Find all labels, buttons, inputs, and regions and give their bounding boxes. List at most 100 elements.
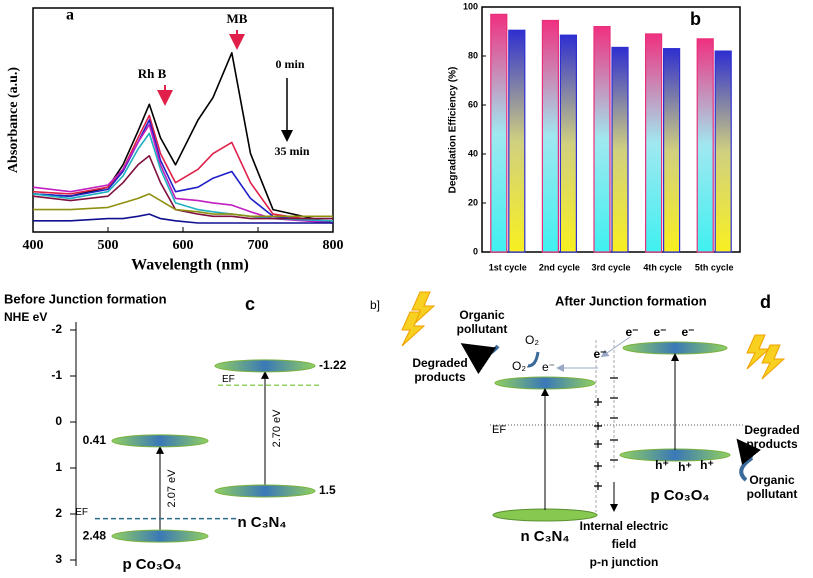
hole: h⁺	[678, 460, 692, 474]
electron: e⁻	[681, 325, 694, 339]
material-name: n C₃N₄	[237, 514, 286, 531]
label: p-n junction	[590, 555, 659, 569]
y-tick-label: 60	[468, 99, 478, 109]
y-tick-label: 20	[468, 197, 478, 207]
bar	[593, 26, 611, 253]
bar	[541, 19, 560, 253]
label: products	[414, 370, 466, 384]
axis-tick-label: -2	[51, 322, 62, 336]
y-tick-label: 40	[468, 148, 478, 158]
label: Degraded	[744, 423, 799, 437]
label: pollutant	[747, 487, 798, 501]
label: field	[612, 537, 637, 551]
y-tick-label: 80	[468, 50, 478, 60]
label: Internal electric	[580, 519, 669, 533]
label: Organic	[459, 308, 505, 322]
hole: h⁺	[700, 458, 714, 472]
curved-arrow	[460, 343, 500, 375]
annotation: MB	[227, 11, 248, 26]
conduction-band	[214, 359, 316, 373]
axis-tick-label: -1	[51, 368, 62, 382]
x-axis-label: Wavelength (nm)	[131, 257, 249, 274]
gap-label: 2.70 eV	[271, 409, 283, 448]
axis-tick-label: 3	[55, 552, 62, 566]
plus-signs	[594, 398, 602, 490]
title: After Junction formation	[555, 293, 707, 308]
bar	[611, 46, 629, 253]
level-value: 2.48	[83, 528, 107, 542]
level-value: 0.41	[83, 433, 107, 447]
x-tick-label: 400	[23, 238, 44, 253]
spectrum-line	[32, 114, 334, 224]
lightning-icon	[746, 334, 771, 370]
fermi-label: EF	[222, 374, 235, 385]
label: n C₃N₄	[520, 528, 569, 545]
y-tick-label: 0	[473, 246, 478, 256]
bar	[508, 29, 526, 253]
label: Organic	[749, 473, 795, 487]
panel-label: c	[245, 294, 255, 314]
bar	[644, 33, 663, 253]
arrow	[600, 336, 631, 358]
bar	[559, 34, 578, 253]
curved-arrow	[527, 351, 540, 368]
electron: e⁻	[653, 325, 666, 339]
spectrum-line	[33, 193, 333, 218]
y-tick-label: 100	[463, 1, 478, 11]
label: O₂	[525, 333, 539, 347]
bar	[696, 38, 714, 253]
fermi-label: EF	[75, 507, 88, 518]
x-tick-label: 4th cycle	[643, 262, 682, 272]
valence-band	[111, 529, 209, 543]
level-value: -1.22	[319, 358, 347, 372]
spectrum-line	[33, 213, 333, 224]
spectrum-line	[32, 119, 334, 224]
electron: e⁻	[593, 347, 606, 361]
hole: h⁺	[655, 458, 669, 472]
band-level	[622, 341, 728, 355]
minus-signs	[610, 377, 618, 461]
x-tick-label: 800	[323, 238, 344, 253]
lightning-icon	[401, 311, 426, 347]
material-name: p Co₃O₄	[122, 556, 181, 573]
annotation: 35 min	[274, 144, 309, 158]
label: e⁻	[542, 360, 555, 374]
label: Degraded	[412, 356, 467, 370]
y-axis-label: Absorbance (a.u.)	[6, 67, 21, 174]
lightning-icon	[761, 344, 786, 380]
level-value: 1.5	[319, 483, 336, 497]
annotation: Rh B	[138, 66, 167, 81]
spectrum-line	[32, 123, 334, 224]
label: O₂·⁻	[512, 359, 536, 373]
panel-label: a	[66, 7, 74, 24]
title: Before Junction formation	[4, 291, 167, 306]
panel-label: d	[760, 292, 771, 312]
x-tick-label: 5th cycle	[695, 262, 734, 272]
label: products	[746, 437, 798, 451]
y-axis-label: Degradation Efficiency (%)	[448, 67, 459, 194]
band-level	[494, 376, 596, 390]
gap-label: 2.07 eV	[166, 469, 178, 508]
spectrum-line	[32, 155, 333, 220]
axis-tick-label: 0	[55, 414, 62, 428]
annotation: 0 min	[275, 57, 304, 71]
x-tick-label: 600	[173, 238, 194, 253]
axis-tick-label: 1	[55, 460, 62, 474]
panel-label: b	[690, 9, 701, 29]
arrow	[736, 438, 761, 465]
label: pollutant	[457, 322, 508, 336]
valence-band	[214, 484, 316, 498]
label: p Co₃O₄	[650, 487, 709, 504]
conduction-band	[111, 434, 209, 448]
axis-tick-label: 2	[55, 506, 62, 520]
stray-text: b]	[370, 298, 380, 312]
x-tick-label: 1st cycle	[489, 262, 527, 272]
x-tick-label: 700	[248, 238, 269, 253]
label: EF	[492, 424, 506, 436]
bar	[662, 48, 681, 253]
x-tick-label: 3rd cycle	[591, 262, 630, 272]
x-tick-label: 500	[98, 238, 119, 253]
bar	[490, 13, 508, 253]
x-tick-label: 2nd cycle	[539, 262, 580, 272]
